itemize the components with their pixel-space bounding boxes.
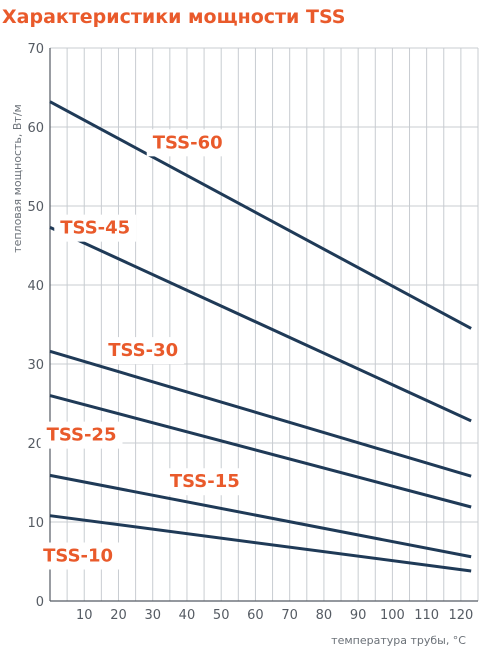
tick-labels: 0 10 20 30 40 50 60 70 10 20 30 40 50 60 70 80 90 100 110 1… bbox=[27, 42, 473, 623]
y-axis-label: тепловая мощность, Вт/м bbox=[11, 104, 24, 253]
x-axis-label: температура трубы, °C bbox=[331, 634, 466, 647]
x-tick-label: 90 bbox=[350, 608, 367, 623]
y-tick-label: 60 bbox=[27, 121, 44, 136]
y-tick-label: 30 bbox=[27, 358, 44, 373]
series-label-tss-10: TSS-10 bbox=[43, 546, 113, 567]
series-label-tss-15: TSS-15 bbox=[170, 471, 240, 492]
series-label-bg bbox=[40, 421, 123, 449]
x-tick-label: 10 bbox=[76, 608, 93, 623]
x-tick-label: 110 bbox=[414, 608, 439, 623]
y-tick-label: 40 bbox=[27, 279, 44, 294]
y-tick-label: 50 bbox=[27, 200, 44, 215]
series-label-bg bbox=[102, 337, 185, 365]
series-line-tss-30 bbox=[49, 349, 472, 478]
x-tick-label: 50 bbox=[213, 608, 230, 623]
series-line-tss-45 bbox=[49, 225, 472, 423]
series-label-tss-60: TSS-60 bbox=[153, 132, 223, 153]
x-tick-label: 20 bbox=[110, 608, 127, 623]
series-lines bbox=[49, 100, 472, 573]
series-label-bg bbox=[146, 129, 229, 157]
series-label-bg bbox=[163, 468, 246, 496]
series-line-tss-10 bbox=[49, 514, 472, 573]
x-tick-label: 120 bbox=[448, 608, 473, 623]
series-label-tss-45: TSS-45 bbox=[60, 218, 130, 239]
series-label-tss-30: TSS-30 bbox=[108, 340, 178, 361]
x-tick-label: 40 bbox=[179, 608, 196, 623]
series-line-tss-15 bbox=[49, 473, 472, 559]
chart-title: Характеристики мощности TSS bbox=[2, 6, 346, 28]
y-tick-label: 20 bbox=[27, 437, 44, 452]
series-label-tss-25: TSS-25 bbox=[47, 425, 117, 446]
x-tick-label: 100 bbox=[380, 608, 405, 623]
y-tick-label: 10 bbox=[27, 516, 44, 531]
series-line-tss-60 bbox=[49, 100, 472, 330]
axes bbox=[49, 48, 478, 602]
series-labels: TSS-60 TSS-45 TSS-30 TSS-25 TSS-15 TSS-10 bbox=[37, 129, 246, 570]
y-tick-label: 0 bbox=[36, 595, 44, 610]
y-tick-label: 70 bbox=[27, 42, 44, 57]
series-label-bg bbox=[37, 542, 120, 570]
x-tick-label: 70 bbox=[281, 608, 298, 623]
x-tick-label: 80 bbox=[316, 608, 333, 623]
series-line-tss-25 bbox=[49, 394, 472, 509]
series-label-bg bbox=[54, 214, 137, 242]
x-tick-label: 30 bbox=[144, 608, 161, 623]
x-tick-label: 60 bbox=[247, 608, 264, 623]
